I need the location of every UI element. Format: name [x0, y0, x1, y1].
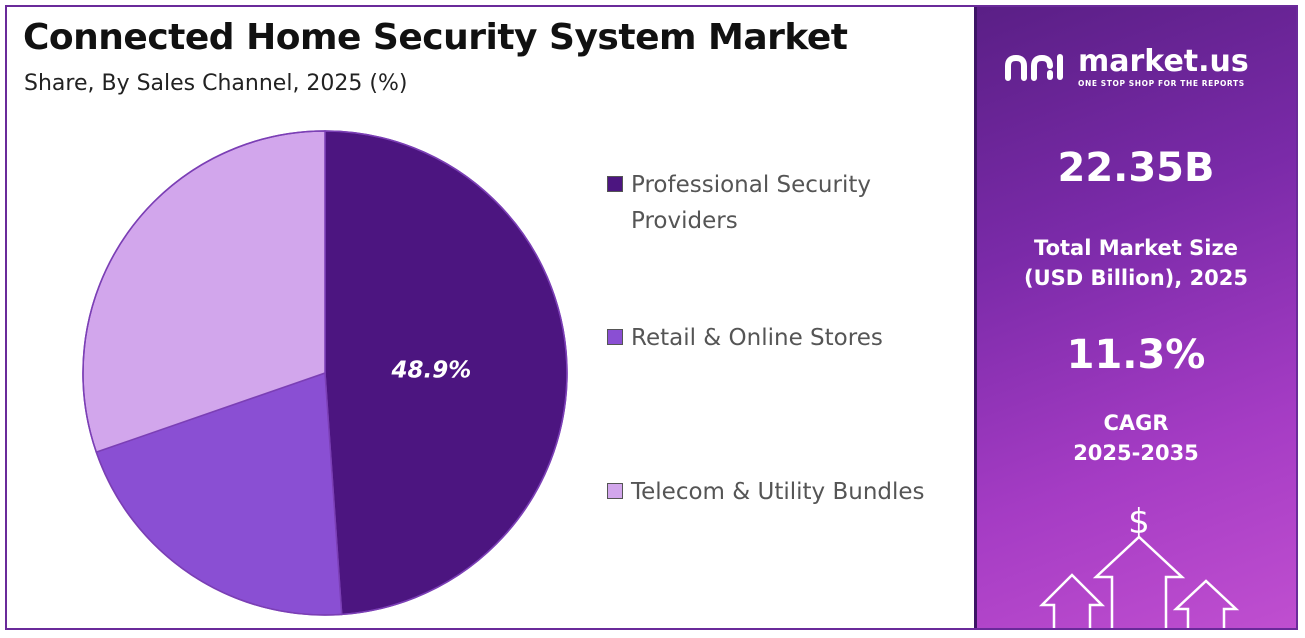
market-size-value: 22.35B: [1057, 145, 1215, 191]
pie-chart: 48.9%: [82, 130, 568, 616]
legend-swatch: [607, 176, 623, 192]
brand-logo: market.us ONE STOP SHOP FOR THE REPORTS: [1002, 47, 1249, 88]
market-size-label-line2: (USD Billion), 2025: [1023, 266, 1249, 290]
legend-label: Professional Security Providers: [631, 172, 871, 234]
legend-item-retail-online-stores: Retail & Online Stores: [607, 320, 931, 356]
brand-name: market.us: [1078, 44, 1249, 79]
chart-subtitle: Share, By Sales Channel, 2025 (%): [24, 71, 408, 96]
market-size-label-line1: Total Market Size: [1034, 236, 1238, 260]
pie-outline: [82, 130, 568, 616]
cagr-label-line1: CAGR: [1103, 411, 1169, 435]
legend-swatch: [607, 329, 623, 345]
infographic-frame: Connected Home Security System Market Sh…: [5, 5, 1298, 630]
market-us-logo-icon: [1005, 53, 1063, 81]
legend-swatch: [607, 483, 623, 499]
legend-label: Retail & Online Stores: [631, 325, 883, 351]
summary-panel: market.us ONE STOP SHOP FOR THE REPORTS …: [974, 7, 1296, 628]
chart-title: Connected Home Security System Market: [23, 17, 848, 58]
cagr-value: 11.3%: [1066, 332, 1206, 378]
legend-item-telecom-utility-bundles: Telecom & Utility Bundles: [607, 474, 961, 510]
cagr-label-line2: 2025-2035: [1073, 441, 1199, 465]
data-label-professional-security-providers: 48.9%: [391, 357, 472, 383]
legend-item-professional-security-providers: Professional Security Providers: [607, 167, 931, 239]
dollar-icon: $: [1128, 502, 1150, 542]
panel-divider: [974, 7, 977, 628]
growth-arrows-icon: $: [1038, 502, 1240, 628]
legend-label: Telecom & Utility Bundles: [631, 479, 925, 505]
brand-tagline: ONE STOP SHOP FOR THE REPORTS: [1078, 79, 1245, 88]
